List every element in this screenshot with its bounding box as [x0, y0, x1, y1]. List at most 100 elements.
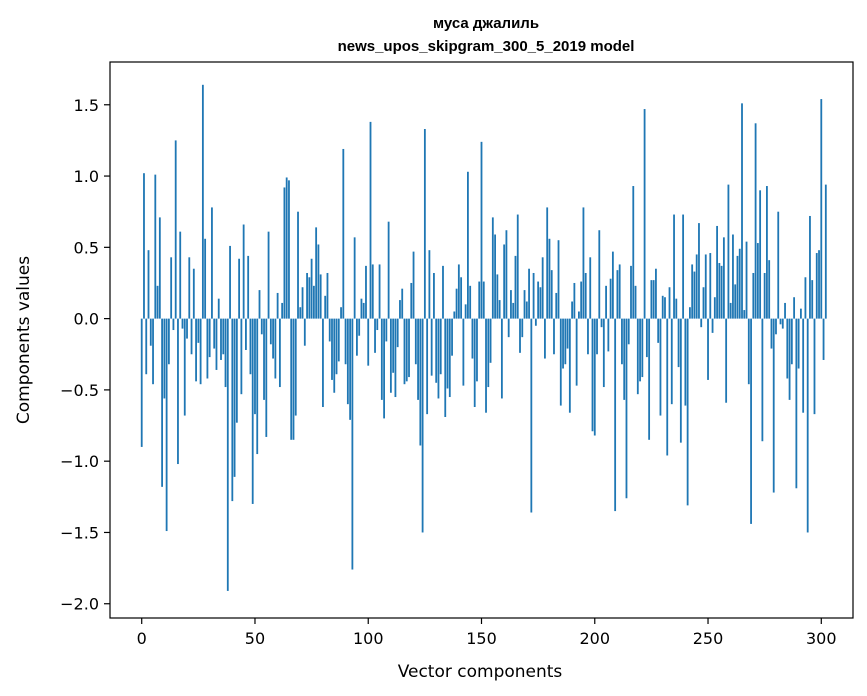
bar-172 — [530, 318, 533, 513]
bar-234 — [670, 318, 673, 405]
bar-99 — [365, 265, 367, 319]
bar-260 — [729, 302, 732, 319]
bar-301 — [822, 318, 825, 360]
bar-190 — [571, 301, 574, 319]
bar-284 — [784, 302, 786, 319]
bar-60 — [276, 292, 279, 319]
bar-188 — [566, 318, 569, 349]
bar-248 — [702, 287, 705, 319]
bar-115 — [401, 288, 404, 319]
bar-208 — [611, 251, 614, 319]
bar-256 — [720, 265, 723, 319]
bar-170 — [525, 301, 528, 319]
bar-236 — [675, 298, 678, 319]
bar-20 — [186, 318, 188, 339]
bar-109 — [387, 221, 390, 319]
bar-285 — [786, 318, 789, 379]
bar-273 — [759, 190, 762, 319]
y-tick-label-2: −1.0 — [60, 452, 99, 471]
bar-65 — [288, 180, 290, 319]
bar-192 — [575, 318, 578, 386]
bar-205 — [605, 285, 607, 319]
y-tick-label-6: 1.0 — [74, 167, 99, 186]
bar-67 — [292, 318, 295, 440]
bar-49 — [251, 318, 254, 504]
bar-134 — [444, 318, 447, 417]
bar-33 — [215, 318, 218, 370]
bar-278 — [770, 318, 773, 349]
bar-270 — [752, 272, 755, 319]
bar-173 — [532, 272, 535, 319]
bar-50 — [254, 318, 256, 415]
bar-187 — [564, 318, 567, 365]
bar-81 — [324, 295, 327, 319]
bar-241 — [686, 318, 689, 506]
bar-199 — [591, 318, 594, 432]
bar-225 — [650, 280, 653, 319]
bar-142 — [462, 318, 465, 386]
bar-251 — [709, 253, 712, 319]
bar-279 — [772, 318, 775, 493]
bar-245 — [695, 254, 698, 319]
bar-201 — [596, 318, 598, 355]
bar-91 — [346, 318, 349, 405]
bar-103 — [374, 318, 376, 353]
bar-116 — [403, 318, 406, 385]
bar-9 — [161, 318, 163, 487]
bar-52 — [258, 290, 261, 319]
bar-222 — [643, 109, 646, 319]
bar-272 — [756, 243, 759, 319]
bar-269 — [750, 318, 752, 524]
bar-228 — [657, 318, 660, 343]
bar-183 — [555, 292, 558, 319]
bar-141 — [460, 277, 463, 319]
x-axis-ticks: 0 50 100 150 200 250 300 — [137, 618, 837, 648]
bar-268 — [747, 318, 750, 385]
bar-179 — [546, 207, 549, 319]
bar-143 — [464, 304, 467, 319]
bar-76 — [312, 285, 315, 319]
bar-197 — [587, 318, 589, 355]
bar-218 — [634, 285, 637, 319]
bar-282 — [779, 318, 782, 325]
bar-129 — [433, 272, 435, 319]
bar-255 — [718, 263, 721, 319]
bars-group — [140, 84, 827, 591]
bar-8 — [158, 217, 161, 319]
bar-117 — [405, 318, 408, 382]
bar-195 — [582, 207, 585, 319]
bar-86 — [335, 318, 338, 375]
bar-229 — [659, 318, 662, 416]
bar-181 — [550, 270, 553, 319]
bar-151 — [482, 281, 485, 319]
bar-148 — [476, 318, 478, 382]
bar-133 — [442, 265, 444, 319]
bar-215 — [627, 318, 630, 345]
bar-147 — [473, 318, 476, 408]
bar-206 — [607, 318, 610, 352]
bar-146 — [471, 318, 474, 359]
bar-239 — [682, 214, 685, 319]
bar-175 — [537, 281, 540, 319]
bar-34 — [217, 298, 220, 319]
bar-144 — [467, 171, 469, 319]
bar-71 — [301, 287, 304, 319]
bar-19 — [183, 318, 186, 416]
bar-168 — [521, 318, 524, 338]
bar-224 — [648, 318, 651, 440]
bar-250 — [707, 318, 709, 380]
bar-258 — [725, 318, 728, 403]
bar-64 — [285, 177, 288, 319]
bar-299 — [818, 250, 820, 319]
bar-2 — [145, 318, 148, 375]
bar-267 — [745, 241, 748, 319]
bar-243 — [691, 264, 694, 319]
bar-122 — [417, 318, 419, 400]
bar-106 — [380, 318, 383, 400]
bar-149 — [478, 281, 481, 319]
bar-227 — [655, 268, 657, 319]
bar-300 — [820, 99, 823, 319]
bar-25 — [197, 318, 200, 343]
bar-259 — [727, 184, 730, 319]
